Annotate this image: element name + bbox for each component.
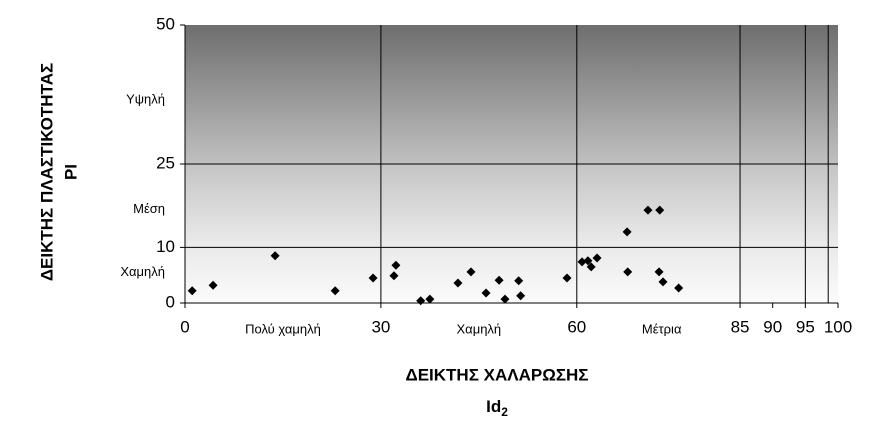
- point: [453, 278, 463, 288]
- y-axis-title: ΔΕΙΚΤΗΣ ΠΛΑΣΤΙΚΟΤΗΤΑΣ: [37, 63, 56, 281]
- point: [425, 294, 435, 304]
- y-annotation: Χαμηλή: [120, 264, 165, 279]
- y-tick-label: 50: [156, 14, 175, 33]
- band: [185, 247, 838, 303]
- x-annotation: Χαμηλή: [457, 321, 502, 336]
- x-tick-label: 95: [796, 317, 815, 336]
- point: [208, 280, 218, 290]
- point: [577, 257, 587, 267]
- point: [330, 286, 340, 296]
- x-axis-title: ΔΕΙΚΤΗΣ ΧΑΛΑΡΩΣΗΣ: [405, 365, 588, 384]
- point: [562, 273, 572, 283]
- point: [187, 286, 197, 296]
- y-tick-label: 0: [166, 292, 175, 311]
- x-annotation: Μέτρια: [642, 321, 682, 336]
- band: [185, 25, 838, 164]
- x-tick-label: 0: [180, 317, 189, 336]
- y-annotation: Μέση: [133, 201, 165, 216]
- point: [514, 276, 524, 286]
- point: [643, 205, 653, 215]
- point: [389, 271, 399, 281]
- x-tick-label: 30: [371, 317, 390, 336]
- point: [674, 283, 684, 293]
- point: [583, 256, 593, 266]
- point: [368, 273, 378, 283]
- point: [416, 296, 426, 306]
- point: [481, 288, 491, 298]
- point: [658, 277, 668, 287]
- x-axis-title-sub: 2: [501, 405, 508, 419]
- x-tick-label: 100: [824, 317, 852, 336]
- point: [586, 262, 596, 272]
- point: [516, 291, 526, 301]
- point: [391, 260, 401, 270]
- x-tick-label: 60: [567, 317, 586, 336]
- point: [592, 253, 602, 263]
- y-tick-label: 10: [156, 237, 175, 256]
- point: [494, 275, 504, 285]
- point: [622, 227, 632, 237]
- x-annotation: Πολύ χαμηλή: [245, 321, 321, 336]
- y-tick-label: 25: [156, 153, 175, 172]
- band: [185, 164, 838, 248]
- point: [654, 267, 664, 277]
- point: [270, 251, 280, 261]
- point: [466, 267, 476, 277]
- y-annotation: Υψηλή: [126, 91, 165, 106]
- x-tick-label: 85: [731, 317, 750, 336]
- point: [623, 267, 633, 277]
- x-tick-label: 90: [763, 317, 782, 336]
- y-axis-title-2: PI: [61, 164, 80, 180]
- background-bands: [185, 25, 838, 303]
- x-axis-title-main: Id: [486, 397, 501, 416]
- x-axis-title-2: Id2: [486, 397, 508, 419]
- point: [500, 294, 510, 304]
- point: [655, 205, 665, 215]
